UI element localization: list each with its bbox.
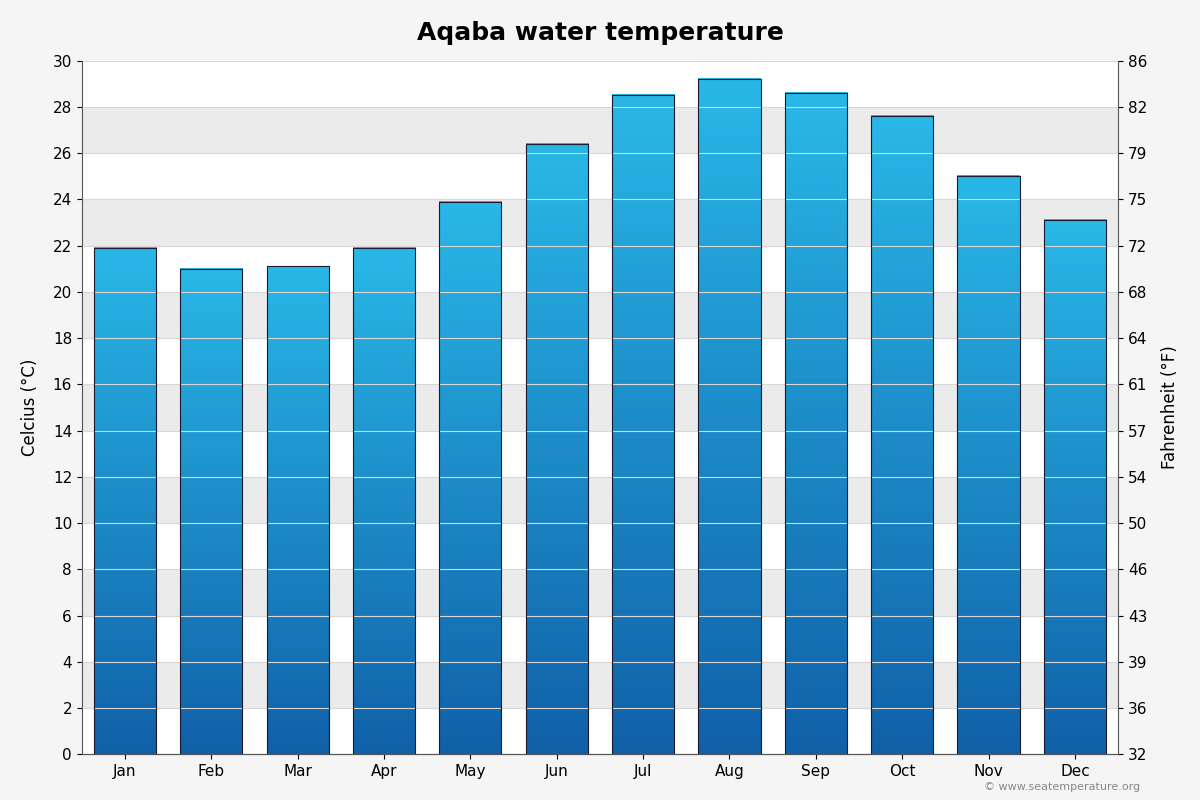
Bar <box>439 202 502 754</box>
Bar <box>612 95 674 754</box>
Bar <box>1044 220 1106 754</box>
Bar <box>82 385 1118 430</box>
Bar <box>266 266 329 754</box>
Y-axis label: Fahrenheit (°F): Fahrenheit (°F) <box>1162 346 1180 470</box>
Bar <box>82 199 1118 246</box>
Bar <box>94 248 156 754</box>
Bar <box>82 662 1118 708</box>
Bar <box>82 153 1118 199</box>
Bar <box>698 79 761 754</box>
Bar <box>82 708 1118 754</box>
Bar <box>82 292 1118 338</box>
Bar <box>871 116 934 754</box>
Bar <box>82 61 1118 107</box>
Bar <box>82 523 1118 570</box>
Bar <box>82 477 1118 523</box>
Title: Aqaba water temperature: Aqaba water temperature <box>416 21 784 45</box>
Bar <box>82 107 1118 153</box>
Bar <box>82 338 1118 385</box>
Bar <box>180 269 242 754</box>
Bar <box>82 430 1118 477</box>
Bar <box>82 246 1118 292</box>
Bar <box>82 616 1118 662</box>
Text: © www.seatemperature.org: © www.seatemperature.org <box>984 782 1140 792</box>
Bar <box>958 176 1020 754</box>
Bar <box>785 93 847 754</box>
Bar <box>526 144 588 754</box>
Y-axis label: Celcius (°C): Celcius (°C) <box>20 359 38 456</box>
Bar <box>353 248 415 754</box>
Bar <box>82 570 1118 616</box>
